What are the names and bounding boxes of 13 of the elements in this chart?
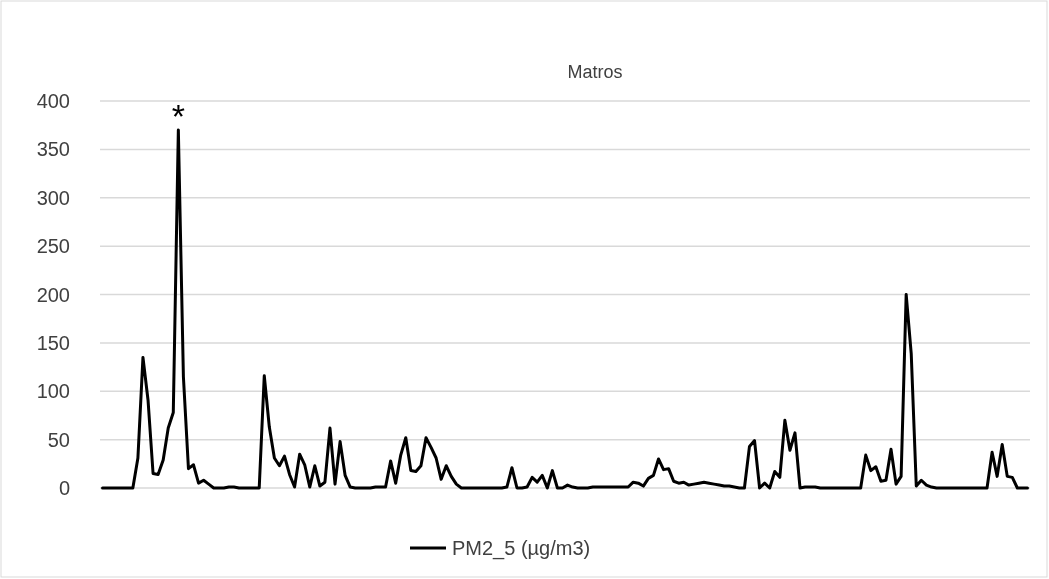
y-tick-label: 200 (36, 283, 70, 306)
line-series (101, 128, 1029, 490)
y-tick-label: 50 (47, 428, 70, 451)
y-tick-label: 300 (36, 186, 70, 209)
y-tick-label: 350 (36, 138, 70, 161)
y-tick-label: 0 (58, 477, 70, 499)
legend-label: PM2_5 (µg/m3) (452, 537, 591, 560)
y-tick-label: 400 (36, 90, 70, 112)
y-tick-label: 250 (36, 235, 70, 258)
chart-title: Matros (567, 62, 623, 82)
y-tick-label: 150 (36, 331, 70, 354)
annotation: * (171, 97, 185, 136)
y-tick-label: 100 (36, 380, 70, 403)
